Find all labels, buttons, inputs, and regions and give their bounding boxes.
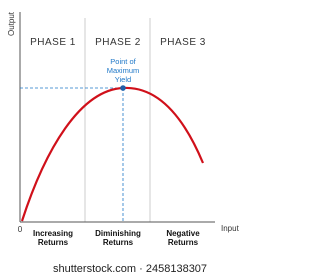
- x-axis-label: Input: [221, 224, 240, 233]
- phase-label: Increasing: [33, 229, 73, 238]
- page: {"axes": {"y_label": "Output", "x_label"…: [0, 0, 260, 280]
- phase-label: Negative: [166, 229, 200, 238]
- phase-label: Returns: [168, 238, 199, 247]
- max-point: [120, 85, 126, 91]
- background: [0, 0, 260, 280]
- phase-label: Diminishing: [95, 229, 141, 238]
- phase-title: PHASE 3: [160, 37, 206, 48]
- origin-label: 0: [18, 225, 23, 234]
- watermark: shutterstock.com · 2458138307: [53, 263, 207, 275]
- phase-title: PHASE 2: [95, 37, 141, 48]
- phase-label: Returns: [38, 238, 69, 247]
- annotation: Maximum: [107, 66, 140, 75]
- annotation: Yield: [115, 75, 131, 84]
- phase-title: PHASE 1: [30, 37, 76, 48]
- annotation: Point of: [110, 57, 136, 66]
- phase-label: Returns: [103, 238, 134, 247]
- diagram: Output Input 0 PHASE 1 PHASE 2 PHASE 3 P…: [0, 0, 260, 280]
- y-axis-label: Output: [7, 11, 16, 36]
